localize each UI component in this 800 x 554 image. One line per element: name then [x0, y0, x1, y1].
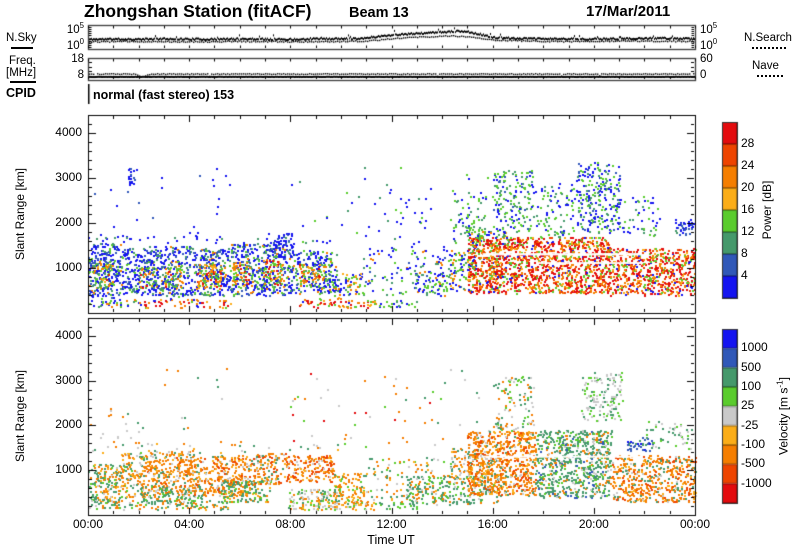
time-tick-label: 12:00 [376, 517, 407, 531]
power-cbar-tick-label: 28 [741, 136, 755, 150]
velocity-cbar-tick-label: 25 [741, 398, 755, 413]
noise-scale-top-left: 105 [66, 21, 84, 36]
velocity-colorbar-title: Velocity [m s-1] [775, 377, 791, 455]
velocity-cbar-tick-label: -500 [741, 456, 766, 471]
time-tick-label: 04:00 [174, 517, 205, 531]
time-tick-label: 08:00 [275, 517, 306, 531]
freq-label-line2: [MHz] [6, 67, 37, 79]
noise-scale-top-right: 105 [700, 21, 718, 36]
beam-label: Beam 13 [349, 5, 409, 21]
time-axis-label: Time UT [367, 533, 415, 547]
nave-axis-bottom: 0 [700, 69, 707, 81]
nsky-line-sample [11, 47, 33, 49]
nave-axis-top: 60 [700, 53, 713, 65]
range-tick-label-power: 2000 [55, 215, 82, 229]
range-tick-label-velocity: 3000 [55, 372, 82, 387]
time-tick-label: 16:00 [477, 517, 508, 531]
freq-line-sample [10, 81, 36, 83]
range-tick-label-power: 3000 [55, 170, 82, 184]
time-tick-label: 00:00 [679, 517, 711, 531]
velocity-cbar-tick-label: -25 [741, 417, 759, 432]
velocity-cbar-tick-label: -1000 [741, 475, 772, 490]
power-cbar-tick-label: 20 [741, 180, 755, 194]
nsky-label: N.Sky [6, 32, 37, 44]
power-cbar-tick-label: 24 [741, 158, 755, 172]
slant-range-label-velocity: Slant Range [km] [13, 369, 27, 463]
freq-axis-bottom: 8 [77, 69, 84, 81]
date-label: 17/Mar/2011 [586, 3, 671, 20]
power-cbar-tick-label: 4 [741, 268, 748, 282]
power-colorbar-title: Power [dB] [760, 180, 774, 240]
slant-range-label-power: Slant Range [km] [13, 167, 27, 261]
time-tick-label: 00:00 [72, 517, 104, 531]
range-tick-label-velocity: 4000 [55, 327, 82, 342]
range-tick-label-velocity: 1000 [55, 462, 82, 477]
range-tick-label-power: 4000 [55, 125, 82, 139]
nsearch-label: N.Search [744, 32, 792, 44]
noise-scale-bottom-left: 100 [66, 37, 84, 52]
power-cbar-tick-label: 12 [741, 224, 755, 238]
nave-label: Nave [752, 60, 779, 72]
velocity-cbar-tick-label: 100 [741, 379, 762, 393]
cpid-label: CPID [6, 86, 36, 100]
range-tick-label-power: 1000 [55, 260, 82, 274]
velocity-cbar-tick-label: 1000 [741, 340, 768, 355]
velocity-cbar-tick-label: -100 [741, 437, 766, 451]
nave-line-sample [757, 75, 783, 77]
station-title: Zhongshan Station (fitACF) [84, 1, 312, 21]
freq-label-line1: Freq. [9, 55, 36, 67]
velocity-cbar-tick-label: 500 [741, 359, 762, 374]
nsearch-line-sample [752, 47, 786, 49]
range-tick-label-velocity: 2000 [55, 417, 82, 432]
power-cbar-tick-label: 16 [741, 202, 755, 216]
power-cbar-tick-label: 8 [741, 246, 748, 260]
freq-axis-top: 18 [71, 53, 84, 65]
cpid-value: normal (fast stereo) 153 [93, 88, 235, 102]
noise-scale-bottom-right: 100 [700, 37, 718, 52]
time-tick-label: 20:00 [578, 517, 609, 531]
